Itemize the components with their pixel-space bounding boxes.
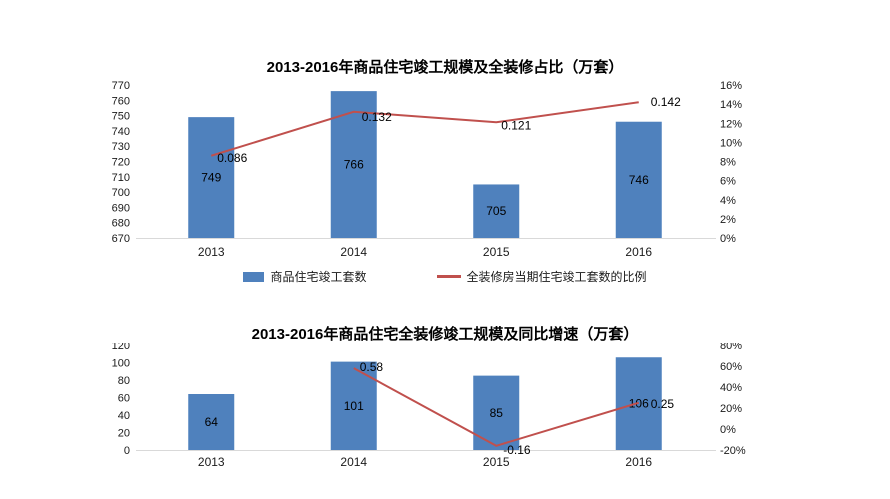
left-axis-tick-label: 690 (112, 202, 130, 214)
left-axis-tick-label: 760 (112, 95, 130, 107)
legend-label-bar-series: 商品住宅竣工套数 (270, 270, 367, 284)
right-axis-tick-label: 12% (720, 118, 742, 130)
category-label: 2016 (625, 245, 652, 259)
left-axis-tick-label: 750 (112, 111, 130, 123)
left-axis-tick-label: 40 (118, 410, 130, 422)
right-axis-tick-label: 20% (720, 403, 742, 415)
right-axis-tick-label: 80% (720, 343, 742, 352)
bar-value-label: 101 (344, 399, 364, 413)
chart-title-renovated-growth: 2013-2016年商品住宅全装修竣工规模及同比增速（万套） (251, 326, 639, 343)
bar (188, 117, 235, 238)
legend-item-line-series: 全装修房当期住宅竣工套数的比例 (436, 268, 647, 285)
trend-line (353, 367, 640, 447)
category-label: 2015 (483, 245, 510, 259)
right-axis-tick-label: 0% (720, 233, 736, 245)
left-axis-tick-label: 730 (112, 141, 130, 153)
category-label: 2014 (340, 455, 367, 469)
category-label: 2013 (198, 245, 225, 259)
chart-title-completion-scale: 2013-2016年商品住宅竣工规模及全装修占比（万套） (266, 59, 624, 76)
bar-value-label: 64 (205, 415, 219, 429)
left-axis-tick-label: 20 (118, 428, 130, 440)
left-axis-tick-label: 700 (112, 187, 130, 199)
line-value-label: 0.086 (217, 151, 247, 165)
right-axis-tick-label: 60% (720, 361, 742, 373)
right-axis-tick-label: 16% (720, 80, 742, 92)
line-series-swatch-icon (436, 275, 461, 278)
trend-line (210, 101, 639, 157)
line-value-label: -0.16 (503, 443, 531, 457)
line-value-label: 0.121 (501, 118, 531, 132)
right-axis-tick-label: 40% (720, 382, 742, 394)
line-value-label: 0.58 (360, 360, 384, 374)
right-axis-tick-label: 8% (720, 157, 736, 169)
line-value-label: 0.142 (651, 95, 681, 109)
left-axis-tick-label: 770 (112, 80, 130, 92)
legend-label-line-series: 全装修房当期住宅竣工套数的比例 (466, 270, 647, 284)
left-axis-tick-label: 0 (124, 445, 130, 457)
category-label: 2015 (483, 455, 510, 469)
right-axis-tick-label: 2% (720, 214, 736, 226)
line-value-label: 0.132 (362, 110, 392, 124)
right-axis-tick-label: -20% (720, 445, 746, 457)
left-axis-tick-label: 680 (112, 218, 130, 230)
bar (473, 184, 520, 238)
bar-value-label: 705 (486, 204, 506, 218)
bar-series-swatch-icon (243, 271, 265, 282)
right-axis-tick-label: 14% (720, 99, 742, 111)
right-axis-tick-label: 0% (720, 424, 736, 436)
category-label: 2016 (625, 455, 652, 469)
bar-value-label: 749 (201, 171, 221, 185)
left-axis-tick-label: 120 (112, 343, 130, 352)
bar-value-label: 746 (629, 173, 649, 187)
bar-value-label: 85 (490, 406, 504, 420)
line-value-label: 0.25 (651, 397, 675, 411)
left-axis-tick-label: 80 (118, 375, 130, 387)
chart-legend: 商品住宅竣工套数 全装修房当期住宅竣工套数的比例 (0, 268, 890, 285)
left-axis-tick-label: 670 (112, 233, 130, 245)
left-axis-tick-label: 740 (112, 126, 130, 138)
combo-chart-completion-scale: 770 760 750 740 730 720 710 700 690 680 670 16% 14% 1… (112, 80, 743, 259)
left-axis-tick-label: 720 (112, 157, 130, 169)
left-axis-tick-label: 60 (118, 393, 130, 405)
right-axis-tick-label: 10% (720, 137, 742, 149)
bar (615, 121, 662, 238)
category-label: 2014 (340, 245, 367, 259)
bar (188, 394, 235, 450)
left-axis-tick-label: 710 (112, 172, 130, 184)
right-axis-tick-label: 6% (720, 176, 736, 188)
combo-chart-renovated-growth: 120 100 80 60 40 20 0 80% 60% 40% 20% 0% -20% 2013 201… (112, 343, 746, 469)
right-axis-tick-label: 4% (720, 195, 736, 207)
legend-item-bar-series: 商品住宅竣工套数 (243, 268, 367, 285)
category-label: 2013 (198, 455, 225, 469)
left-axis-tick-label: 100 (112, 358, 130, 370)
bar-value-label: 766 (344, 158, 364, 172)
